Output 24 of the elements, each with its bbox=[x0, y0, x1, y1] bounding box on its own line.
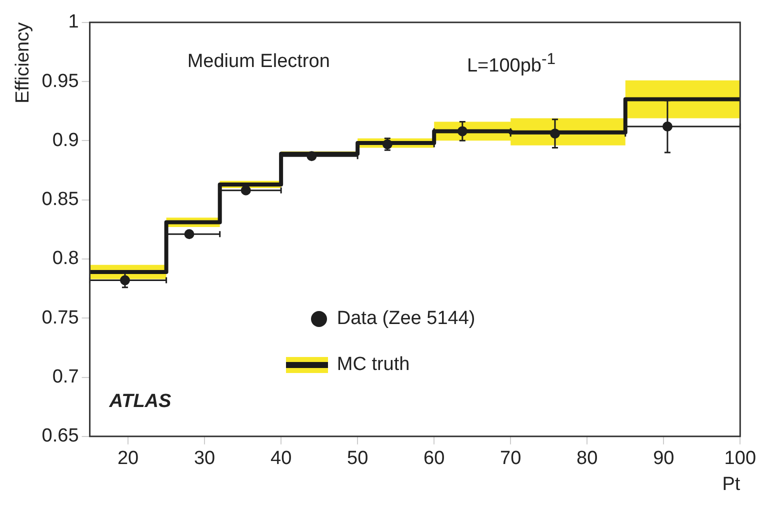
x-tick-label: 50 bbox=[347, 448, 368, 470]
x-tick-label: 70 bbox=[500, 448, 522, 470]
annotation: ATLAS bbox=[109, 390, 172, 413]
x-tick-label: 30 bbox=[194, 448, 216, 470]
y-tick-label: 1 bbox=[68, 12, 79, 33]
y-axis-title: Efficiency bbox=[12, 22, 34, 104]
y-tick-label: 0.8 bbox=[52, 248, 79, 270]
x-tick-label: 100 bbox=[724, 448, 756, 470]
y-tick-label: 0.7 bbox=[52, 366, 79, 388]
x-tick-label: 40 bbox=[270, 448, 292, 470]
y-tick-label: 0.9 bbox=[52, 130, 79, 151]
x-axis-title: Pt bbox=[722, 474, 741, 495]
x-tick-label: 90 bbox=[653, 448, 674, 470]
annotation: L=100pb$^{-1}$ bbox=[466, 51, 556, 78]
legend-label: MC truth bbox=[336, 354, 410, 376]
y-tick-label: 0.65 bbox=[42, 426, 79, 447]
y-tick-label: 0.85 bbox=[42, 189, 79, 210]
legend-label: Data (Zee 5144) bbox=[336, 308, 476, 330]
x-tick-label: 20 bbox=[117, 448, 139, 470]
annotation: Medium Electron bbox=[187, 51, 330, 74]
y-tick-label: 0.75 bbox=[42, 307, 79, 328]
y-tick-label: 0.95 bbox=[42, 70, 79, 92]
x-tick-label: 80 bbox=[576, 448, 598, 470]
x-tick-label: 60 bbox=[424, 448, 445, 470]
